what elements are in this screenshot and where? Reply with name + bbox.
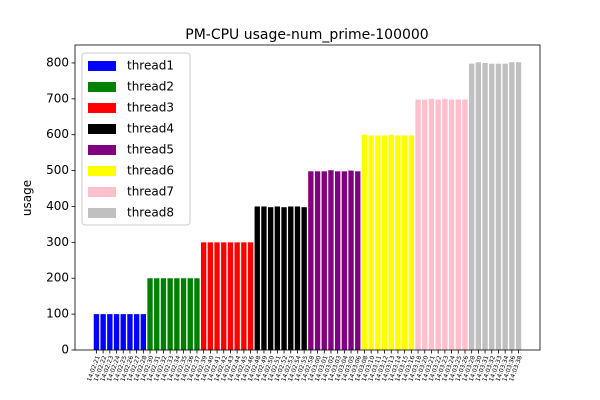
bar <box>107 314 113 350</box>
bar <box>355 171 361 350</box>
bar <box>395 135 401 350</box>
bar <box>227 242 234 350</box>
bar <box>495 63 502 351</box>
bar <box>127 314 133 350</box>
legend-swatch <box>88 166 116 176</box>
y-tick-label: 300 <box>46 235 69 249</box>
bar <box>261 206 267 350</box>
bar <box>160 278 167 350</box>
bar <box>502 63 508 351</box>
bar <box>475 62 482 350</box>
legend-label: thread8 <box>127 206 174 220</box>
bar <box>254 206 260 350</box>
bar <box>221 242 227 350</box>
bar <box>267 207 274 350</box>
bar <box>348 170 354 350</box>
bar <box>294 206 301 350</box>
bar <box>154 278 160 350</box>
bar <box>422 99 428 351</box>
bar <box>428 98 435 350</box>
bar <box>133 314 140 350</box>
bar <box>194 278 200 350</box>
bar <box>321 171 327 350</box>
y-tick-label: 700 <box>46 91 69 105</box>
bar <box>489 63 495 351</box>
bar <box>187 278 193 350</box>
y-tick-label: 800 <box>46 55 69 69</box>
bar <box>93 314 100 350</box>
legend-swatch <box>88 187 116 197</box>
bar <box>274 206 281 350</box>
bar <box>448 99 455 351</box>
bar <box>468 63 475 351</box>
bar <box>301 207 307 350</box>
bar <box>368 135 374 350</box>
legend-frame <box>81 52 191 226</box>
bar <box>515 62 522 350</box>
y-tick-label: 400 <box>46 199 69 213</box>
legend-swatch <box>88 103 116 113</box>
legend-swatch <box>88 145 116 155</box>
bar <box>247 242 254 350</box>
bar <box>214 242 220 350</box>
legend-label: thread4 <box>127 122 174 136</box>
bar <box>435 99 441 351</box>
bar <box>234 242 240 350</box>
bar <box>140 314 147 350</box>
bar <box>482 62 488 351</box>
legend-swatch <box>88 82 116 92</box>
legend-label: thread1 <box>127 59 174 73</box>
legend-label: thread5 <box>127 143 174 157</box>
bar <box>334 171 341 350</box>
y-tick-label: 600 <box>46 127 69 141</box>
bar <box>462 99 468 351</box>
legend-swatch <box>88 61 116 71</box>
legend-swatch <box>88 208 116 218</box>
legend-label: thread2 <box>127 80 174 94</box>
y-axis-label: usage <box>20 180 34 216</box>
bar <box>455 99 461 351</box>
bar <box>442 98 448 350</box>
bar <box>207 242 214 350</box>
y-tick-label: 500 <box>46 163 69 177</box>
legend-label: thread7 <box>127 185 174 199</box>
bar <box>314 171 321 350</box>
bar <box>113 314 120 350</box>
bar <box>341 171 348 350</box>
bar <box>147 278 153 350</box>
bar <box>381 135 388 350</box>
plot-frame <box>74 44 541 351</box>
bar <box>120 314 126 350</box>
bar <box>308 171 314 350</box>
y-tick-label: 0 <box>61 343 69 357</box>
bar <box>388 134 394 350</box>
legend-label: thread3 <box>127 101 174 115</box>
bar <box>281 207 287 350</box>
bar <box>375 135 381 350</box>
bar <box>200 242 207 350</box>
chart-title: PM-CPU usage-num_prime-100000 <box>185 27 428 43</box>
legend-swatch <box>88 124 116 134</box>
bar <box>100 314 106 350</box>
bar <box>401 135 408 350</box>
bar <box>174 278 180 350</box>
legend-label: thread6 <box>127 164 174 178</box>
bar <box>288 206 294 350</box>
y-tick-label: 100 <box>46 307 69 321</box>
y-tick-label: 200 <box>46 271 69 285</box>
bar <box>509 62 515 350</box>
bar <box>167 278 173 350</box>
bar <box>415 99 421 351</box>
bar <box>328 170 334 350</box>
bar <box>408 135 415 350</box>
bar <box>241 242 247 350</box>
bar <box>180 278 187 350</box>
bar <box>361 134 368 350</box>
